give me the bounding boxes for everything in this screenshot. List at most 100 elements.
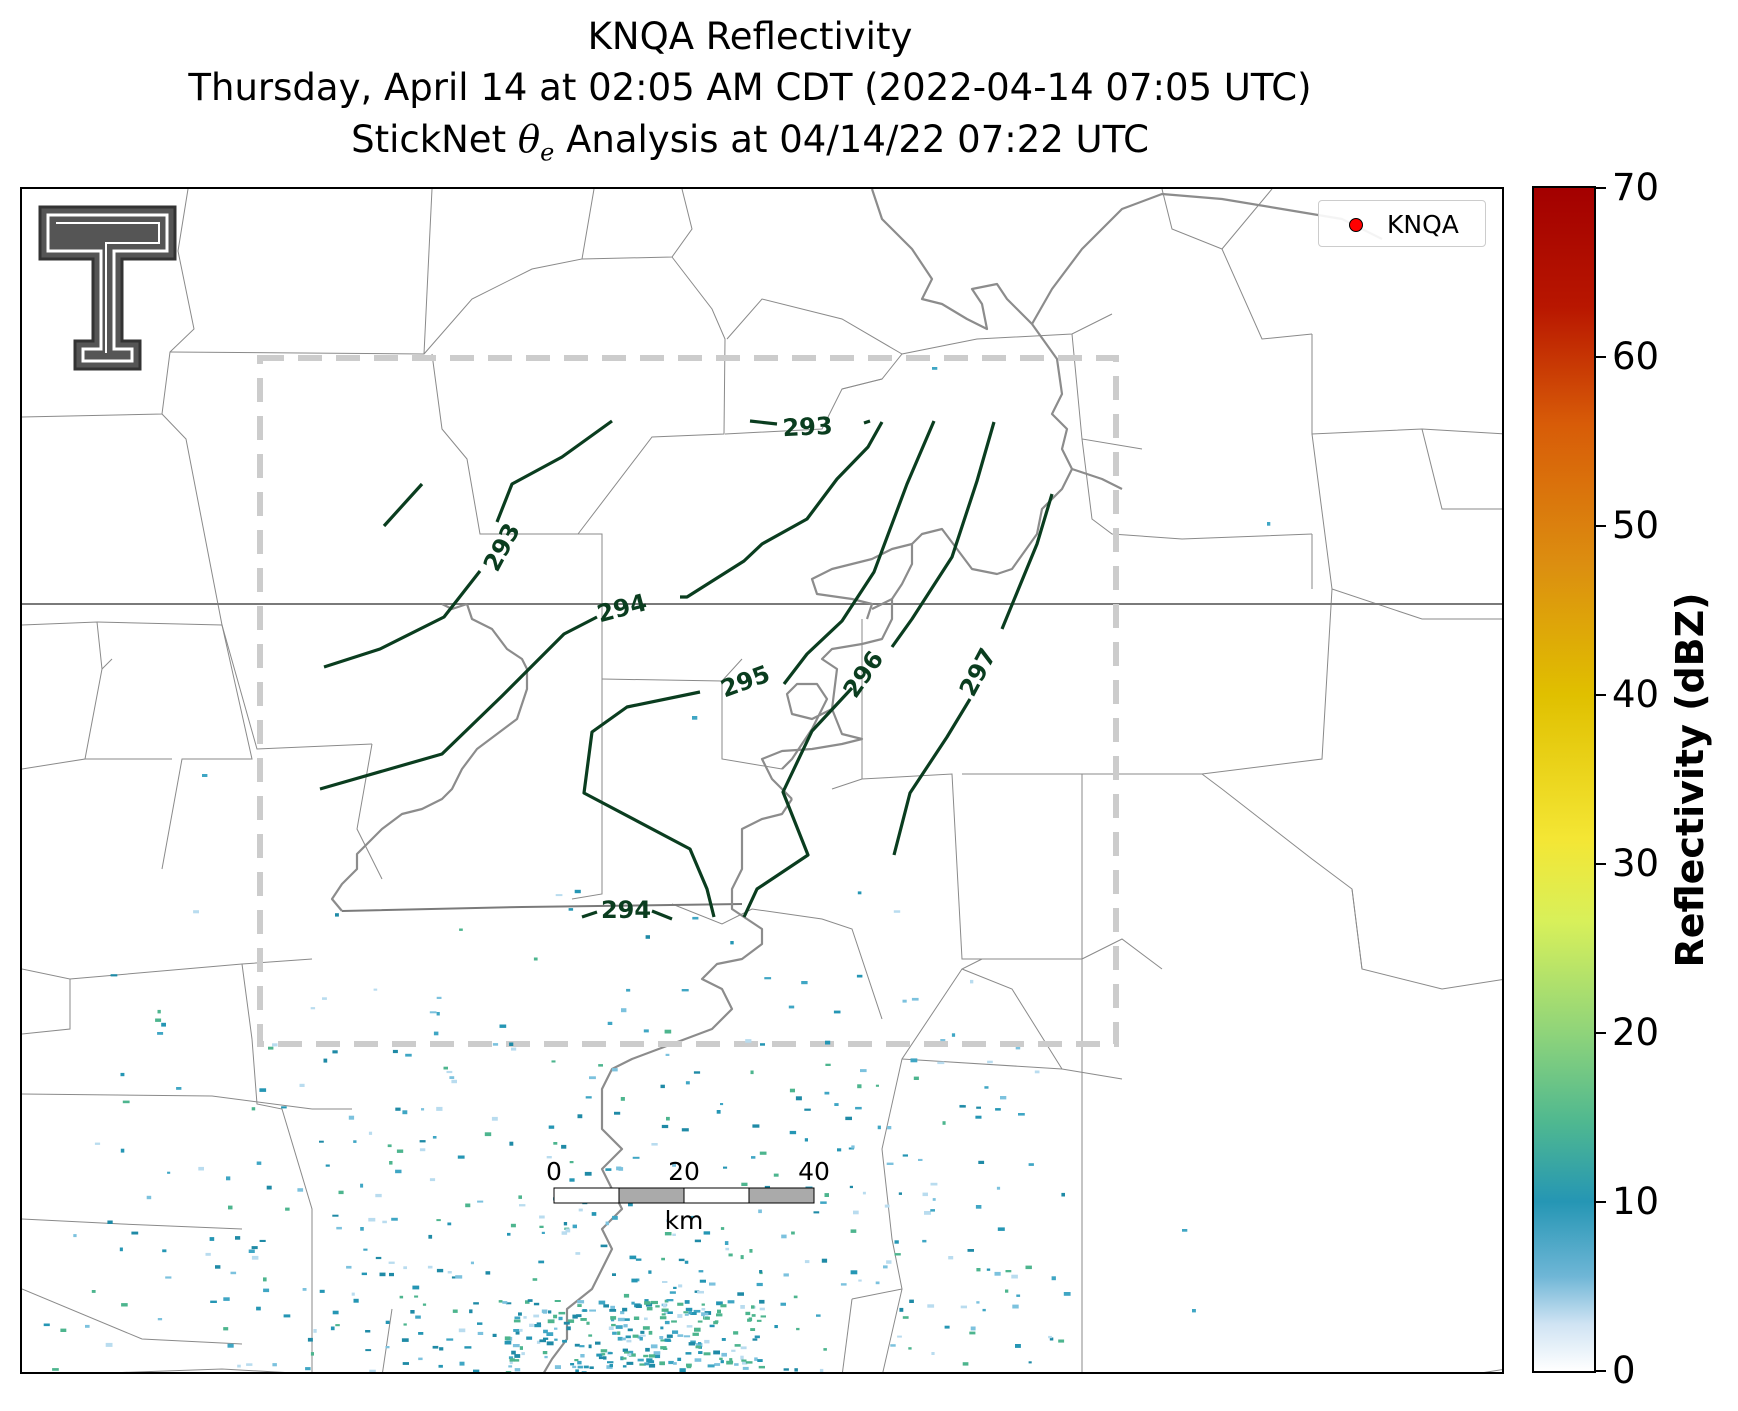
reflectivity-echo — [157, 1032, 164, 1035]
reflectivity-echo — [1018, 1113, 1025, 1116]
reflectivity-echo — [1028, 1361, 1032, 1364]
reflectivity-echo — [751, 1305, 755, 1309]
reflectivity-echo — [251, 1255, 259, 1260]
reflectivity-echo — [332, 1214, 339, 1217]
reflectivity-echo — [644, 1362, 650, 1366]
reflectivity-echo — [789, 1130, 797, 1135]
reflectivity-echo — [688, 1342, 696, 1346]
reflectivity-echo — [513, 1319, 521, 1323]
reflectivity-echo — [283, 1314, 291, 1318]
reflectivity-echo — [975, 1205, 982, 1209]
reflectivity-echo — [733, 1331, 739, 1335]
reflectivity-echo — [365, 1330, 371, 1333]
reflectivity-echo — [701, 1308, 706, 1311]
reflectivity-echo — [485, 1271, 491, 1275]
map-canvas[interactable]: 293 293 294 294 295 296 297 0 20 40 km — [22, 189, 1504, 1374]
reflectivity-echo — [703, 1352, 711, 1356]
reflectivity-echo — [509, 1358, 515, 1362]
reflectivity-echo — [451, 1276, 458, 1279]
colorbar-tick — [1596, 1201, 1606, 1203]
reflectivity-echo — [742, 1366, 749, 1370]
reflectivity-echo — [725, 1247, 730, 1251]
reflectivity-echo — [561, 1144, 567, 1149]
reflectivity-echo — [932, 367, 938, 370]
reflectivity-echo — [614, 1372, 618, 1374]
reflectivity-echo — [701, 1312, 709, 1316]
reflectivity-echo — [429, 1011, 437, 1014]
reflectivity-echo — [984, 1086, 989, 1089]
reflectivity-echo — [529, 1323, 534, 1327]
reflectivity-echo — [665, 1053, 670, 1056]
reflectivity-echo — [310, 1352, 314, 1356]
reflectivity-echo — [209, 1237, 215, 1241]
reflectivity-echo — [660, 1084, 665, 1089]
reflectivity-echo — [661, 1313, 666, 1316]
reflectivity-echo — [626, 1339, 632, 1343]
reflectivity-echo — [1028, 1163, 1034, 1166]
reflectivity-echo — [230, 1271, 237, 1275]
reflectivity-echo — [422, 1303, 427, 1306]
reflectivity-echo — [709, 1324, 715, 1328]
reflectivity-echo — [672, 1233, 676, 1236]
reflectivity-echo — [263, 1277, 267, 1282]
reflectivity-echo — [902, 1316, 909, 1319]
reflectivity-echo — [569, 1178, 575, 1182]
reflectivity-echo — [927, 1304, 935, 1308]
reflectivity-echo — [464, 1346, 472, 1349]
reflectivity-echo — [948, 1256, 954, 1260]
reflectivity-echo — [621, 1008, 627, 1013]
reflectivity-echo — [299, 1083, 305, 1087]
reflectivity-echo — [637, 1335, 641, 1339]
texas-tech-logo-icon — [38, 205, 177, 371]
reflectivity-echo — [759, 1299, 765, 1304]
reflectivity-echo — [215, 1265, 221, 1269]
reflectivity-echo — [960, 1305, 967, 1309]
reflectivity-echo — [821, 1258, 828, 1263]
reflectivity-echo — [554, 1300, 561, 1302]
reflectivity-echo — [639, 1363, 646, 1366]
reflectivity-echo — [612, 1331, 617, 1335]
contour-label-293-c: 293 — [782, 412, 834, 443]
reflectivity-echo — [855, 1106, 862, 1110]
reflectivity-echo — [379, 1272, 386, 1277]
reflectivity-echo — [598, 1064, 603, 1067]
reflectivity-echo — [987, 1060, 993, 1064]
reflectivity-echo — [970, 1326, 976, 1331]
reflectivity-echo — [982, 1308, 986, 1312]
reflectivity-echo — [1034, 1070, 1040, 1074]
reflectivity-echo — [833, 1010, 841, 1014]
reflectivity-echo — [369, 1369, 376, 1372]
reflectivity-echo — [611, 1068, 618, 1072]
reflectivity-echo — [436, 1268, 444, 1273]
reflectivity-echo — [509, 1361, 513, 1365]
reflectivity-echo — [666, 1116, 670, 1121]
reflectivity-echo — [586, 1321, 590, 1325]
reflectivity-echo — [644, 1301, 651, 1305]
reflectivity-echo — [110, 974, 118, 977]
reflectivity-echo — [686, 1325, 693, 1328]
reflectivity-echo — [1015, 1344, 1021, 1348]
colorbar-tick-label: 40 — [1612, 673, 1660, 716]
reflectivity-echo — [385, 1320, 390, 1324]
reflectivity-echo — [654, 1354, 661, 1359]
reflectivity-echo — [533, 1314, 540, 1318]
reflectivity-echo — [788, 1005, 795, 1009]
reflectivity-echo — [322, 997, 327, 1000]
reflectivity-echo — [760, 1315, 766, 1318]
reflectivity-echo — [553, 1142, 558, 1145]
reflectivity-echo — [543, 1329, 548, 1334]
reflectivity-echo — [824, 1091, 830, 1095]
reflectivity-echo — [392, 1049, 398, 1054]
reflectivity-echo — [721, 1338, 726, 1341]
map-panel[interactable]: 293 293 294 294 295 296 297 0 20 40 km — [20, 187, 1504, 1374]
reflectivity-echo — [752, 1124, 760, 1128]
reflectivity-echo — [978, 1160, 985, 1164]
reflectivity-echo — [256, 1161, 262, 1165]
reflectivity-echo — [510, 1223, 516, 1228]
reflectivity-echo — [536, 1340, 541, 1344]
contour-label-295: 295 — [717, 660, 774, 703]
reflectivity-echo — [717, 1309, 721, 1314]
reflectivity-echo — [608, 1326, 614, 1330]
reflectivity-echo — [692, 916, 699, 920]
reflectivity-echo — [730, 941, 734, 945]
